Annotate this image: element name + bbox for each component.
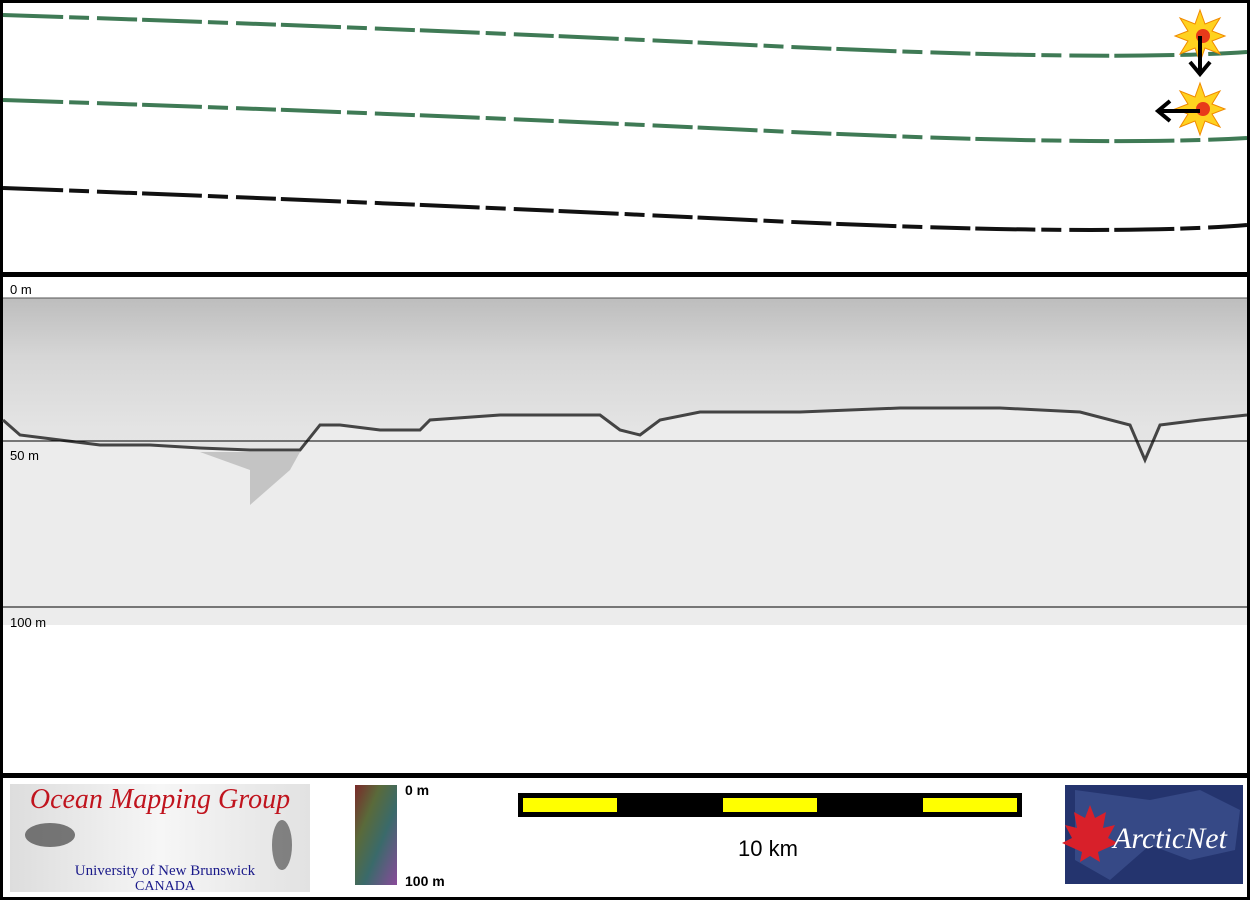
logo-map	[1075, 790, 1240, 880]
scale-bar-segment	[923, 798, 1017, 812]
logo-subtitle: University of New Brunswick	[75, 863, 256, 879]
sun-icon	[1154, 81, 1227, 137]
depth-label: 100 m	[10, 615, 46, 630]
depth-label: 0 m	[10, 282, 32, 297]
logo-art	[25, 823, 75, 847]
color-scale-label: 100 m	[405, 873, 445, 889]
logo-art	[272, 820, 292, 870]
seabed-fill	[200, 452, 300, 505]
track-line	[2, 98, 1248, 144]
logo-title: Ocean Mapping Group	[30, 784, 290, 815]
scale-bar-label: 10 km	[738, 836, 798, 861]
color-scale	[355, 785, 397, 885]
track-line	[2, 186, 1248, 232]
color-scale-label: 0 m	[405, 782, 429, 798]
maple-leaf	[1062, 805, 1118, 862]
sun-icon	[1173, 8, 1227, 78]
depth-label: 50 m	[10, 448, 39, 463]
logo-country: CANADA	[135, 879, 196, 894]
seabed	[2, 406, 1248, 464]
scale-bar-segment	[723, 798, 817, 812]
scale-bar-segment	[523, 798, 617, 812]
sub-bottom	[3, 408, 1247, 625]
partner-logo-text: ArcticNet	[1111, 822, 1228, 855]
track-line	[2, 13, 1248, 58]
track-panel	[3, 3, 1247, 272]
